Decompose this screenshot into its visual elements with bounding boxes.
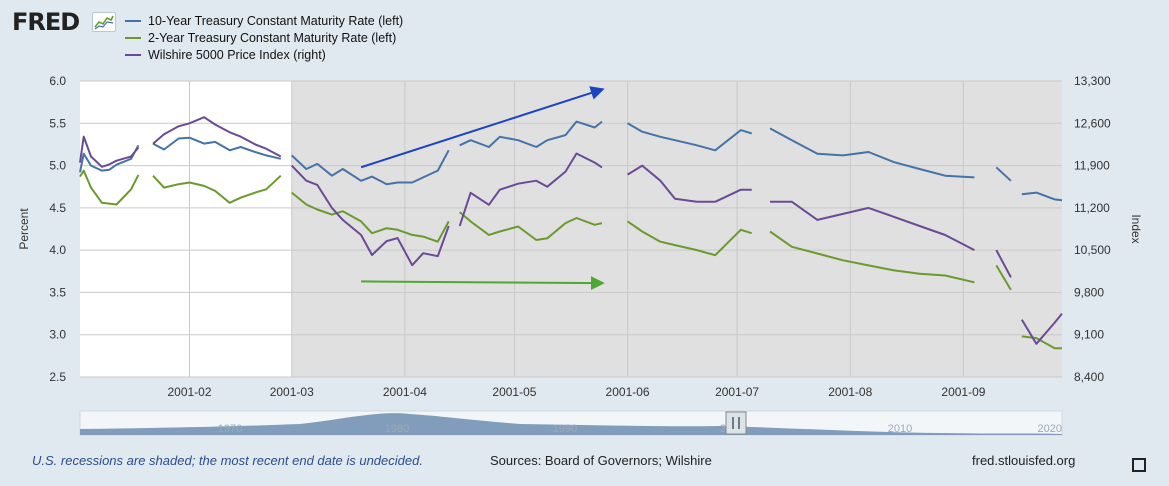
series-2y-line bbox=[1021, 335, 1062, 350]
legend-swatch bbox=[125, 53, 141, 56]
y-left-tick-label: 5.5 bbox=[49, 116, 66, 130]
navigator-label: 2010 bbox=[888, 423, 912, 435]
y-left-axis-label: Percent bbox=[17, 208, 31, 250]
series-2y-line bbox=[769, 230, 975, 284]
y-left-tick-label: 6.0 bbox=[49, 74, 66, 88]
series-wilshire-line bbox=[458, 152, 603, 227]
navigator-label: 1980 bbox=[385, 423, 409, 435]
fullscreen-icon[interactable] bbox=[1132, 458, 1146, 472]
series-2y-line bbox=[627, 220, 752, 257]
navigator-label: 1990 bbox=[553, 423, 577, 435]
y-right-tick-label: 12,600 bbox=[1074, 116, 1111, 130]
legend-label: Wilshire 5000 Price Index (right) bbox=[148, 47, 326, 62]
annotation-arrow-green bbox=[361, 276, 605, 291]
legend-item-2y[interactable]: 2-Year Treasury Constant Maturity Rate (… bbox=[125, 29, 403, 46]
legend-label: 10-Year Treasury Constant Maturity Rate … bbox=[148, 13, 404, 28]
series-2y-line bbox=[459, 211, 603, 241]
series-wilshire-line bbox=[627, 164, 752, 203]
legend-item-wilshire[interactable]: Wilshire 5000 Price Index (right) bbox=[125, 46, 403, 63]
y-left-tick-label: 2.5 bbox=[49, 370, 66, 384]
series-2y-line bbox=[152, 174, 282, 204]
series-10y-line bbox=[79, 144, 140, 173]
series-2y-line bbox=[79, 169, 140, 206]
range-handle-icon bbox=[725, 411, 747, 435]
series-wilshire-line bbox=[79, 135, 140, 168]
y-right-tick-label: 11,900 bbox=[1074, 159, 1110, 173]
series-10y-line bbox=[291, 149, 450, 186]
recession-note: U.S. recessions are shaded; the most rec… bbox=[32, 453, 423, 468]
x-tick-label: 2001-04 bbox=[383, 385, 427, 399]
x-tick-label: 2001-09 bbox=[941, 385, 985, 399]
series-10y-line bbox=[769, 127, 975, 179]
site-link[interactable]: fred.stlouisfed.org bbox=[972, 453, 1076, 468]
y-right-tick-label: 9,100 bbox=[1074, 328, 1104, 342]
legend-item-10y[interactable]: 10-Year Treasury Constant Maturity Rate … bbox=[125, 12, 403, 29]
series-wilshire-line bbox=[770, 200, 975, 251]
y-left-tick-label: 4.0 bbox=[49, 243, 66, 257]
series-wilshire-line bbox=[1020, 312, 1063, 345]
sources-text: Sources: Board of Governors; Wilshire bbox=[490, 453, 712, 468]
legend-swatch bbox=[125, 19, 141, 22]
x-tick-label: 2001-03 bbox=[270, 385, 314, 399]
series-2y-line bbox=[995, 264, 1012, 291]
recession-shade bbox=[291, 81, 1063, 377]
y-left-tick-label: 3.5 bbox=[49, 285, 66, 299]
series-wilshire-line bbox=[995, 249, 1012, 278]
fred-chart-icon bbox=[92, 12, 116, 32]
fred-logo: FRED bbox=[12, 8, 80, 36]
legend-swatch bbox=[125, 36, 141, 39]
y-right-tick-label: 11,200 bbox=[1074, 201, 1110, 215]
series-wilshire-line bbox=[152, 116, 282, 158]
y-left-tick-label: 3.0 bbox=[49, 328, 66, 342]
series-10y-line bbox=[459, 120, 603, 148]
legend: 10-Year Treasury Constant Maturity Rate … bbox=[125, 12, 403, 63]
navigator-area bbox=[80, 413, 1062, 435]
series-wilshire-line bbox=[290, 164, 450, 267]
series-2y-line bbox=[291, 191, 450, 243]
x-tick-label: 2001-02 bbox=[167, 385, 211, 399]
annotation-arrow-blue bbox=[360, 86, 605, 169]
y-right-tick-label: 13,300 bbox=[1074, 74, 1111, 88]
x-tick-label: 2001-06 bbox=[606, 385, 650, 399]
y-right-axis-label: Index bbox=[1129, 214, 1143, 243]
y-right-tick-label: 10,500 bbox=[1074, 243, 1111, 257]
range-navigator: 197019801990200020102020 bbox=[79, 410, 1063, 436]
y-left-tick-label: 5.0 bbox=[49, 159, 66, 173]
navigator-label: 2020 bbox=[1038, 423, 1062, 435]
legend-label: 2-Year Treasury Constant Maturity Rate (… bbox=[148, 30, 397, 45]
y-right-tick-label: 9,800 bbox=[1074, 285, 1104, 299]
series-10y-line bbox=[1021, 191, 1063, 202]
series-10y-line bbox=[627, 122, 752, 152]
series-10y-line bbox=[995, 166, 1012, 182]
x-tick-label: 2001-07 bbox=[715, 385, 759, 399]
x-tick-label: 2001-05 bbox=[492, 385, 536, 399]
x-tick-label: 2001-08 bbox=[828, 385, 872, 399]
series-10y-line bbox=[152, 136, 282, 160]
y-right-tick-label: 8,400 bbox=[1074, 370, 1104, 384]
y-left-tick-label: 4.5 bbox=[49, 201, 66, 215]
navigator-label: 1970 bbox=[218, 423, 242, 435]
